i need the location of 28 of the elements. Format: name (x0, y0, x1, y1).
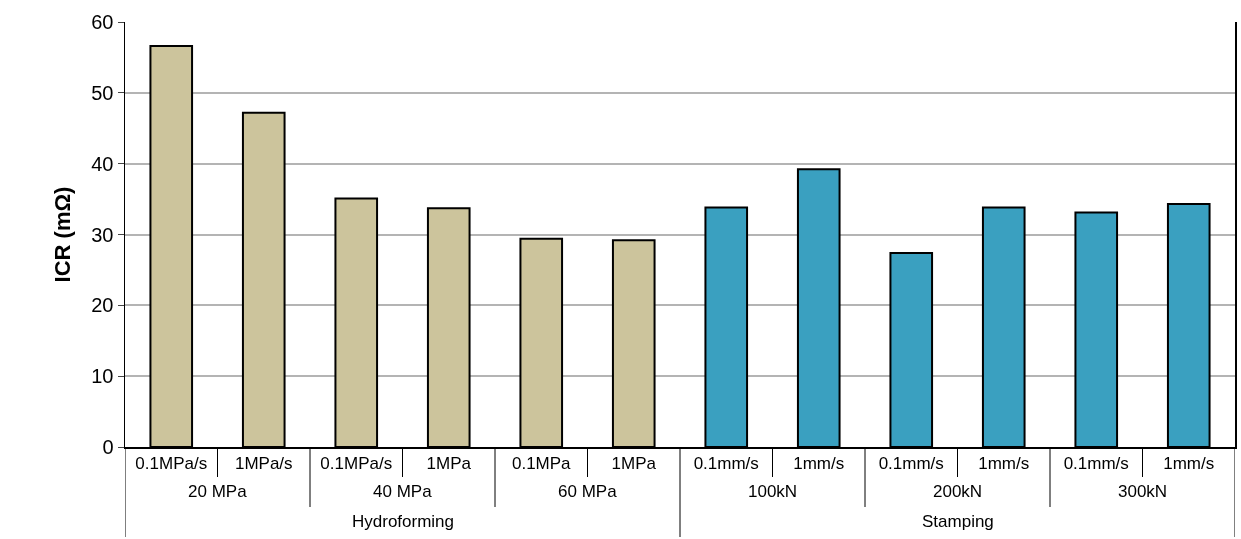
y-tick-label: 20 (91, 294, 114, 317)
x-tick-label: 0.1mm/s (693, 453, 759, 473)
x-tick-label: 1MPa/s (234, 453, 293, 473)
text: 40 MPa (373, 482, 433, 501)
y-tick-label: 40 (91, 152, 114, 175)
x-tick-label: 0.1MPa/s (135, 453, 208, 473)
text: 20 MPa (188, 482, 248, 501)
text: Stamping (922, 512, 994, 531)
text: 300kN (1118, 482, 1168, 501)
text: 60 MPa (558, 482, 618, 501)
text: Hydroforming (352, 512, 455, 531)
x-tick-label: 1MPa (426, 453, 472, 473)
text: 200kN (933, 482, 983, 501)
y-tick-label: 30 (91, 223, 114, 246)
x-tick-label: 0.1MPa (511, 453, 572, 473)
x-tick-label: 0.1mm/s (878, 453, 944, 473)
x-tick-label: 1MPa (611, 453, 657, 473)
x-tick-label: 1mm/s (793, 453, 845, 473)
text: 100kN (748, 482, 798, 501)
x-tick-label: 0.1mm/s (1063, 453, 1129, 473)
y-axis-title: ICR (mΩ) (50, 186, 76, 283)
y-tick-label: 10 (91, 365, 114, 388)
y-tick-label: 50 (91, 81, 114, 104)
x-tick-label: 0.1MPa/s (320, 453, 393, 473)
y-tick-label: 60 (91, 11, 114, 33)
x-tick-label: 1mm/s (978, 453, 1030, 473)
y-tick-label: 0 (102, 436, 114, 458)
x-tick-label: 1mm/s (1163, 453, 1215, 473)
